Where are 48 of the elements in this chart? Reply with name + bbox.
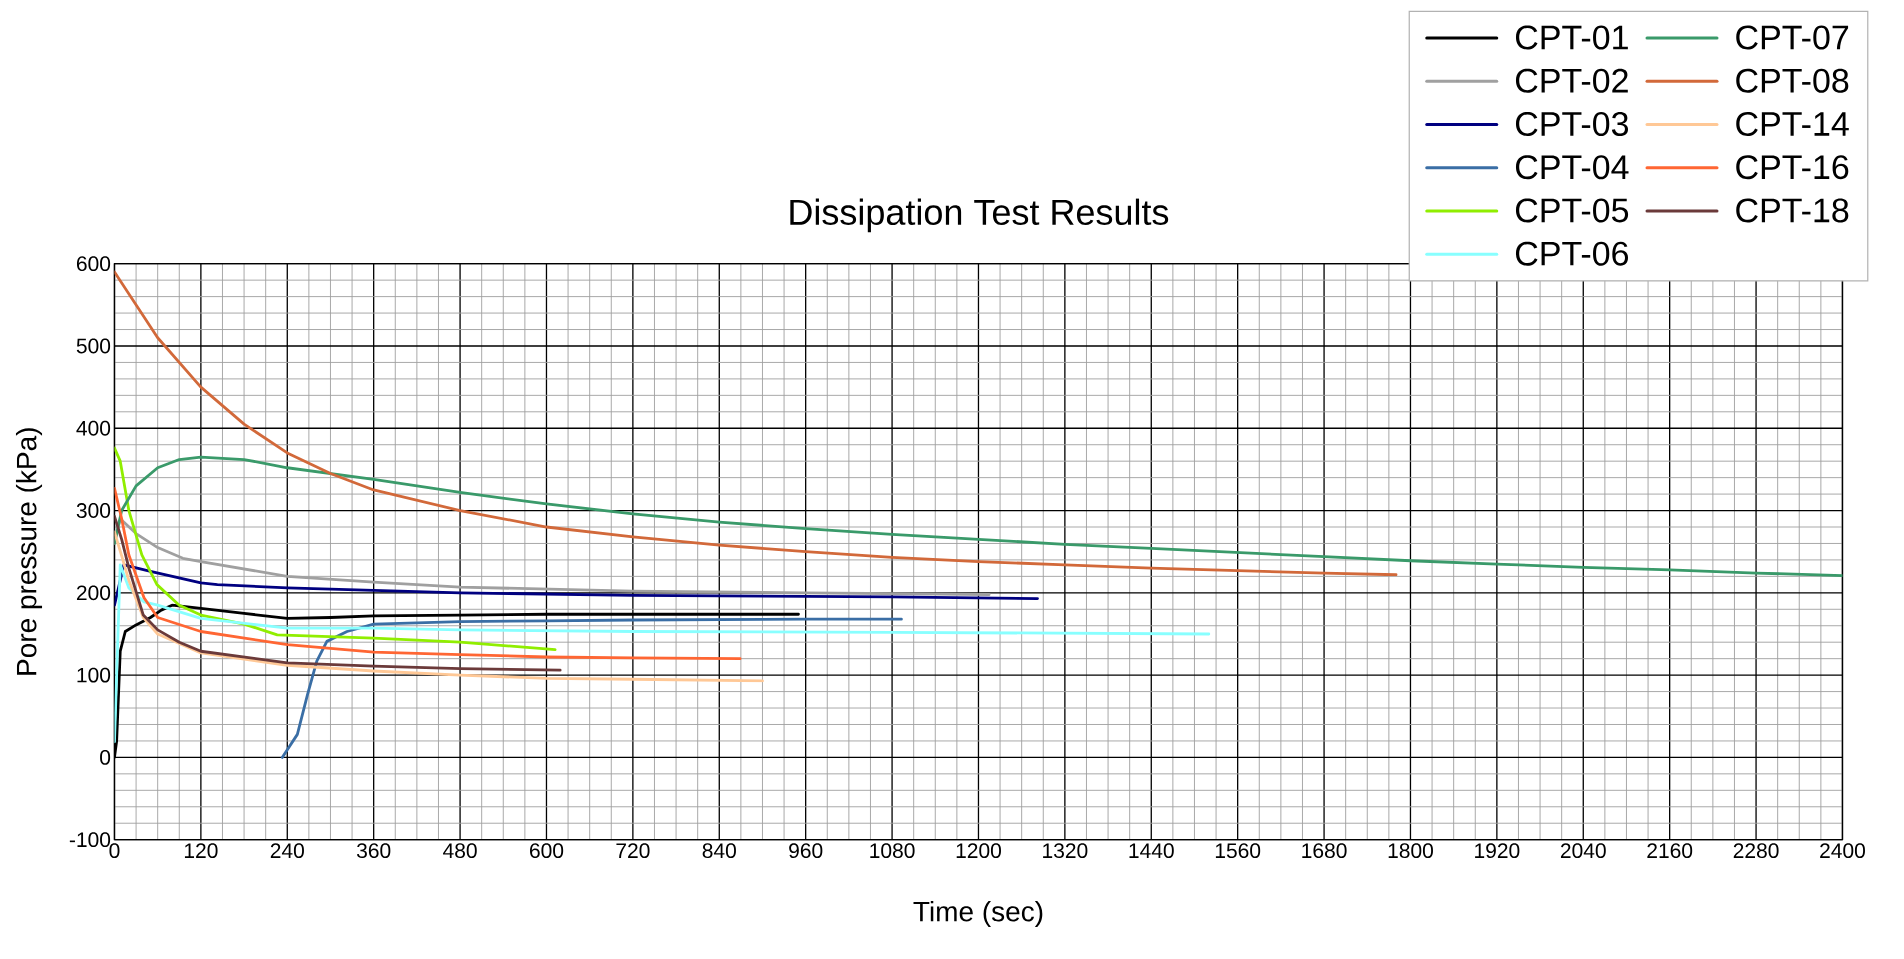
x-tick-label: 2400	[1820, 843, 1865, 859]
x-tick-label: 720	[616, 843, 650, 859]
x-tick-label: 960	[789, 843, 823, 859]
legend-label: CPT-01	[1515, 25, 1628, 50]
x-tick-label: 2280	[1733, 843, 1779, 859]
legend-label: CPT-05	[1515, 198, 1629, 223]
y-tick-label: 400	[76, 420, 111, 436]
legend-label: CPT-08	[1736, 68, 1849, 93]
y-tick-label: 0	[100, 749, 111, 765]
x-axis-title: Time (sec)	[913, 900, 1043, 928]
legend-label: CPT-02	[1515, 68, 1628, 93]
chart-title: Dissipation Test Results	[790, 198, 1169, 233]
y-tick-label: 600	[76, 256, 111, 272]
x-tick-label: 1560	[1215, 843, 1261, 859]
legend-label: CPT-18	[1736, 198, 1849, 223]
legend-label: CPT-03	[1515, 111, 1629, 136]
x-tick-label: 1200	[956, 843, 1001, 859]
x-tick-label: 240	[270, 843, 304, 859]
line-series	[114, 514, 562, 672]
x-tick-label: 480	[443, 843, 477, 859]
x-tick-label: 120	[184, 843, 218, 859]
x-tick-label: 2160	[1647, 843, 1693, 859]
x-tick-label: 1080	[870, 843, 915, 859]
legend-label: CPT-16	[1736, 155, 1849, 180]
x-tick-label: 840	[702, 843, 736, 859]
y-tick-label: 100	[77, 667, 111, 683]
x-tick-label: 1440	[1129, 843, 1174, 859]
line-series	[114, 563, 1211, 744]
legend-label: CPT-14	[1736, 111, 1849, 136]
y-tick-label: 500	[76, 338, 111, 354]
line-series	[114, 486, 742, 661]
x-tick-label: 1680	[1302, 843, 1347, 859]
x-tick-label: 1800	[1388, 843, 1433, 859]
x-tick-label: 360	[356, 843, 391, 859]
line-series	[280, 617, 903, 759]
line-series	[114, 446, 557, 652]
x-tick-label: 1320	[1043, 843, 1088, 859]
x-tick-label: 600	[530, 843, 564, 859]
x-tick-label: 2040	[1560, 843, 1606, 859]
line-series	[114, 530, 764, 683]
y-tick-label: 200	[76, 585, 111, 601]
line-series	[114, 563, 1039, 607]
legend-label: CPT-04	[1515, 155, 1629, 180]
legend-label: CPT-07	[1736, 25, 1849, 50]
legend-label: CPT-06	[1515, 241, 1629, 266]
y-axis-title: Pore pressure (kPa)	[15, 428, 43, 675]
y-tick-label: 300	[76, 503, 111, 518]
x-tick-label: 1920	[1475, 843, 1520, 859]
